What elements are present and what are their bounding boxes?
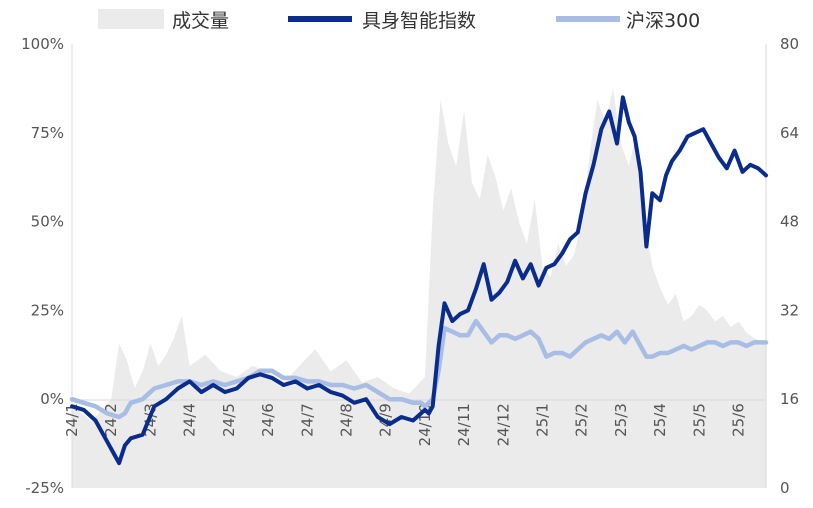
left-tick-labels: 100% 75% 50% 25% 0% -25%: [21, 35, 64, 497]
x-tick-label: 24/1: [63, 403, 81, 437]
legend: 成交量 具身智能指数 沪深300: [98, 9, 700, 32]
legend-label-volume: 成交量: [172, 10, 229, 32]
y-right-tick-label: 64: [780, 124, 799, 142]
y-left-tick-label: 100%: [21, 35, 64, 53]
x-tick-label: 24/2: [102, 403, 120, 437]
legend-swatch-volume: [98, 9, 164, 29]
y-right-tick-label: 80: [780, 35, 799, 53]
y-left-tick-label: 25%: [31, 301, 64, 319]
x-tick-label: 24/4: [181, 403, 199, 437]
x-tick-label: 25/2: [573, 403, 591, 437]
y-left-tick-label: -25%: [25, 479, 64, 497]
volume-area-layer: [72, 88, 766, 489]
csi300-line: [69, 318, 769, 420]
y-right-tick-label: 0: [780, 479, 790, 497]
y-right-tick-label: 16: [780, 390, 799, 408]
y-right-tick-label: 32: [780, 301, 799, 319]
x-tick-label: 25/1: [534, 403, 552, 437]
x-tick-label: 24/12: [494, 403, 512, 446]
x-tick-label: 25/4: [651, 403, 669, 437]
y-right-tick-label: 48: [780, 213, 799, 231]
x-tick-label: 25/6: [730, 403, 748, 437]
x-tick-label: 24/6: [259, 403, 277, 437]
axes: [71, 44, 767, 488]
x-tick-label: 25/3: [612, 403, 630, 437]
x-tick-label: 24/8: [338, 403, 356, 437]
series-lines: [69, 95, 769, 466]
legend-label-csi300: 沪深300: [626, 10, 700, 32]
y-left-tick-label: 75%: [31, 124, 64, 142]
legend-swatch-embodied-index: [288, 16, 352, 22]
embodied-index-line: [70, 95, 768, 466]
x-tick-label: 24/7: [298, 403, 316, 437]
volume-area: [72, 88, 766, 489]
y-left-tick-label: 0%: [40, 390, 64, 408]
right-tick-labels: 80 64 48 32 16 0: [780, 35, 799, 497]
x-tick-label: 24/5: [220, 403, 238, 437]
y-left-tick-label: 50%: [31, 213, 64, 231]
x-tick-label: 24/11: [455, 403, 473, 446]
legend-label-embodied-index: 具身智能指数: [362, 10, 476, 32]
x-tick-label: 25/5: [690, 403, 708, 437]
legend-swatch-csi300: [556, 16, 620, 22]
